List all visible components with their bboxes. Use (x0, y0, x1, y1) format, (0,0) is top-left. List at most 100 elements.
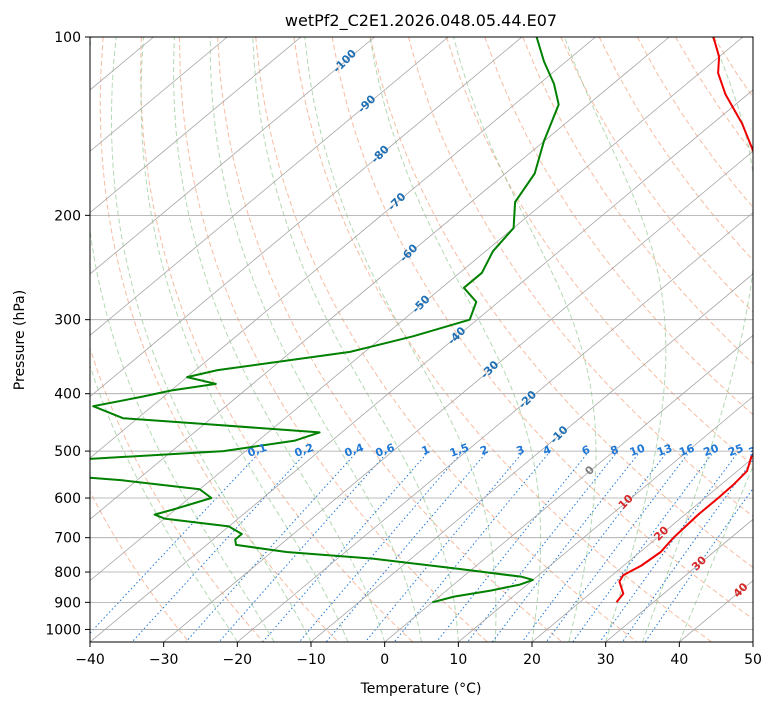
mixing-ratio-label: 30 (747, 442, 766, 460)
dry-adiabat-line (446, 37, 753, 467)
profile-series (90, 37, 753, 604)
isotherm-line (163, 150, 753, 642)
moist-adiabat-line (90, 363, 238, 642)
mixing-ratio-label: 1 (420, 443, 432, 458)
isotherm-line (90, 37, 302, 214)
mixing-ratio-label: 0.4 (343, 441, 366, 460)
mixing-ratio-label: 6 (580, 443, 592, 458)
mixing-ratio-label: 4 (541, 443, 553, 458)
mixing-ratio-line (325, 450, 488, 642)
pressure-gridlines (90, 37, 753, 630)
x-tick-label: 40 (670, 652, 688, 668)
dry-adiabat-line (90, 490, 190, 642)
isotherm-line (90, 89, 753, 642)
mixing-ratio-label: 2 (478, 443, 490, 458)
y-tick-label: 500 (54, 444, 81, 460)
moist-adiabat-line (252, 37, 459, 642)
mixing-ratio-label: 0.6 (374, 441, 397, 460)
mixing-ratio-line (467, 450, 619, 642)
moist-adiabat-line (369, 37, 542, 642)
plot-frame (89, 36, 754, 643)
moist-adiabat-line (642, 37, 753, 642)
isotherm-line (90, 37, 744, 582)
moist-adiabat-line (173, 37, 386, 642)
y-tick-label: 400 (54, 387, 81, 403)
y-tick-label: 600 (54, 491, 81, 507)
mixing-ratio-label: 13 (655, 442, 674, 459)
moist-adiabat-line (209, 37, 422, 642)
mixing-ratio-label: 20 (702, 442, 721, 460)
isotherm-line (384, 334, 753, 642)
y-tick-label: 700 (54, 531, 81, 547)
isotherm-line (90, 37, 523, 398)
dry-adiabat-line (407, 37, 753, 518)
dry-adiabat-line (255, 37, 638, 642)
isotherm-line (531, 457, 753, 642)
x-tick-label: 20 (523, 652, 541, 668)
isotherm-line (90, 37, 596, 459)
temperature-profile-line (615, 37, 753, 603)
y-tick-label: 1000 (45, 622, 81, 638)
isotherm-line (310, 273, 753, 642)
moist-adiabat-line (90, 37, 275, 642)
dry-adiabat-line (331, 37, 753, 620)
mixing-ratio-label: 16 (677, 442, 696, 460)
y-axis-title: Pressure (hPa) (12, 290, 28, 390)
chart-title: wetPf2_C2E1.2026.048.05.44.E07 (285, 11, 557, 31)
isotherm-line (90, 37, 375, 275)
mixing-ratio-label: 0.1 (246, 441, 269, 460)
mixing-ratio-line (298, 450, 464, 642)
x-tick-label: −40 (75, 652, 105, 668)
isotherm-line (90, 37, 670, 520)
x-tick-label: 0 (380, 652, 389, 668)
x-tick-label: 10 (449, 652, 467, 668)
dry-adiabat-line (99, 37, 339, 642)
mixing-ratio-label: 0.2 (293, 441, 316, 460)
mixing-ratio-line (491, 450, 641, 642)
mixing-ratio-line (599, 450, 740, 642)
isotherms (90, 37, 753, 642)
plot-area: 0.10.20.40.611.52346810131620253036-100-… (90, 37, 766, 642)
mixing-ratio-label: 1.5 (448, 441, 471, 460)
dry-adiabat-line (178, 37, 488, 642)
mixing-ratio-label: 10 (628, 442, 647, 460)
dry-adiabat-line (293, 37, 712, 642)
isotherm-line (605, 518, 753, 642)
dry-adiabat-line (484, 37, 753, 416)
mixing-ratio-line (644, 487, 753, 642)
mixing-ratio-line (364, 450, 525, 642)
moist-adiabat-line (140, 37, 349, 642)
mixing-ratio-label: 8 (609, 443, 621, 458)
x-tick-label: 50 (744, 652, 762, 668)
y-tick-label: 800 (54, 565, 81, 581)
y-tick-label: 100 (54, 30, 81, 46)
isotherm-line (237, 212, 753, 642)
y-axis-ticks: 100 200 300 400 500 600 700 800 900 1000 (45, 30, 90, 638)
dry-adiabat-line (90, 346, 264, 642)
x-tick-label: −20 (223, 652, 253, 668)
moist-adiabat-line (678, 465, 753, 642)
x-tick-label: −10 (296, 652, 326, 668)
mixing-ratio-line (572, 450, 715, 642)
isotherm-line (90, 37, 228, 152)
dry-adiabat-line (522, 37, 753, 365)
dry-adiabat-line (217, 37, 563, 642)
moist-adiabat-line (453, 37, 597, 642)
dewpoint-profile-line (90, 37, 560, 604)
x-axis-ticks: −40 −30 −20 −10 0 10 20 30 40 50 (75, 642, 762, 668)
moist-adiabat-line (110, 37, 312, 642)
y-tick-label: 300 (54, 313, 81, 329)
isotherm-line (458, 396, 753, 642)
y-tick-label: 900 (54, 595, 81, 611)
mixing-ratio-label: 3 (515, 443, 527, 458)
mixing-ratio-line (185, 450, 358, 642)
mixing-ratio-line (131, 450, 308, 642)
y-tick-label: 200 (54, 208, 81, 224)
mixing-ratio-line (436, 450, 590, 642)
mixing-ratio-label: 25 (726, 442, 745, 459)
isotherm-line (90, 37, 449, 336)
x-tick-label: 30 (597, 652, 615, 668)
